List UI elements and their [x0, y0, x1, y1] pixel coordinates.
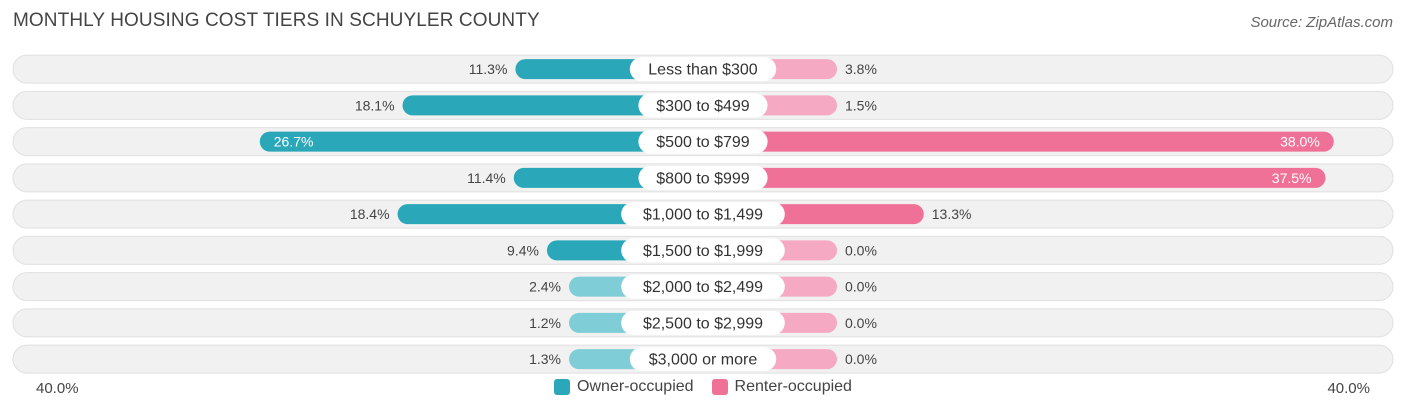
category-label-pill: [621, 310, 785, 335]
bar-renter-occupied: [703, 167, 1326, 188]
value-label-owner: 2.4%: [529, 279, 561, 295]
value-label-renter: 13.3%: [932, 206, 972, 222]
category-label: $300 to $499: [656, 98, 750, 115]
category-label: $1,000 to $1,499: [643, 207, 763, 224]
category-label: $1,500 to $1,999: [643, 243, 763, 260]
category-label-pill: [638, 165, 768, 190]
category-label: Less than $300: [648, 62, 758, 79]
diverging-bar-chart: Less than $300 11.3% 3.8% $300 to $499 18.1%…: [12, 54, 1394, 374]
legend-label-renter: Renter-occupied: [734, 378, 852, 395]
chart-title: MONTHLY HOUSING COST TIERS IN SCHUYLER C…: [13, 10, 540, 31]
source-note: Source: ZipAtlas.com: [1250, 14, 1393, 31]
legend-swatch-owner: [554, 379, 571, 395]
category-label-pill: [638, 129, 768, 154]
category-label-pill: [629, 57, 777, 82]
value-label-owner: 1.3%: [529, 351, 561, 367]
bar-renter-occupied: [703, 131, 1334, 152]
category-label: $800 to $999: [656, 170, 750, 187]
legend-item-renter: Renter-occupied: [711, 378, 852, 396]
category-label: $2,000 to $2,499: [643, 279, 763, 296]
category-label-pill: [638, 93, 768, 118]
bar-owner-occupied: [402, 95, 703, 116]
value-label-renter: 3.8%: [845, 61, 877, 77]
category-label-pill: [621, 202, 785, 227]
value-label-renter: 0.0%: [845, 315, 877, 331]
value-label-renter: 0.0%: [845, 279, 877, 295]
value-label-renter: 37.5%: [1272, 170, 1312, 186]
category-label-pill: [621, 274, 785, 299]
legend: Owner-occupied Renter-occupied: [0, 378, 1406, 396]
category-label: $3,000 or more: [649, 352, 758, 369]
value-label-renter: 1.5%: [845, 97, 877, 113]
value-label-owner: 26.7%: [274, 134, 314, 150]
bar-owner-occupied: [259, 131, 703, 152]
category-label-pill: [621, 238, 785, 263]
legend-label-owner: Owner-occupied: [577, 378, 694, 395]
value-label-owner: 18.4%: [350, 206, 390, 222]
value-label-renter: 0.0%: [845, 351, 877, 367]
value-label-owner: 11.4%: [467, 170, 506, 186]
value-label-renter: 0.0%: [845, 242, 877, 258]
value-label-owner: 11.3%: [469, 61, 508, 77]
value-label-owner: 18.1%: [355, 97, 395, 113]
category-label-pill: [629, 347, 777, 372]
category-label: $2,500 to $2,999: [643, 315, 763, 332]
axis-max-label: 40.0%: [1327, 380, 1370, 397]
legend-item-owner: Owner-occupied: [554, 378, 694, 396]
value-label-renter: 38.0%: [1280, 134, 1320, 150]
legend-swatch-renter: [711, 379, 728, 395]
value-label-owner: 1.2%: [529, 315, 561, 331]
category-label: $500 to $799: [656, 134, 750, 151]
axis-min-label: 40.0%: [36, 380, 79, 397]
value-label-owner: 9.4%: [507, 242, 539, 258]
